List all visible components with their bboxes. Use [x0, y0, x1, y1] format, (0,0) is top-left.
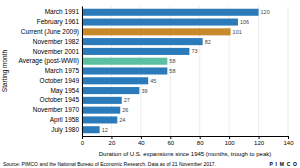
bar [82, 116, 117, 123]
data-label: 58 [169, 68, 175, 74]
data-label: 39 [141, 88, 147, 94]
y-axis: July 1980 April 1958 November 1970 October … [18, 7, 82, 137]
x-tick-label: 20 [109, 140, 116, 146]
x-tick-label: 140 [283, 140, 294, 146]
grid-line [82, 6, 83, 136]
data-label: 12 [102, 127, 108, 133]
x-tick: 40 [138, 136, 145, 146]
x-tick: 0 [81, 136, 85, 146]
x-tick-label: 0 [81, 140, 85, 146]
y-tick: November 1982 [33, 38, 82, 45]
x-tick: 140 [283, 136, 294, 146]
bar [82, 87, 139, 94]
plot-area: 12 24 26 27 3945 58 58 73 82 101 106 120 0 20 40 60 80 10… [18, 6, 294, 146]
x-tick-label: 100 [225, 140, 236, 146]
bar [82, 97, 122, 104]
bar [82, 67, 167, 74]
y-tick-label: October 1949 [40, 77, 80, 84]
y-tick-label: November 2001 [33, 48, 80, 55]
y-tick-label: February 1961 [37, 18, 80, 26]
bar [82, 107, 120, 114]
bar [82, 126, 100, 133]
data-label: 120 [261, 9, 270, 15]
x-axis-title: Duration of U.S. expansions since 1945 (… [99, 151, 271, 157]
y-tick: October 1945 [40, 96, 82, 103]
data-label: 24 [119, 117, 125, 123]
x-tick: 100 [225, 136, 236, 146]
grid [82, 6, 288, 136]
y-axis-title: Starting month [1, 49, 9, 92]
chart-container: 12 24 26 27 3945 58 58 73 82 101 106 120 0 20 40 60 80 10… [0, 0, 300, 168]
x-tick-mark [141, 136, 142, 139]
x-tick: 80 [197, 136, 204, 146]
y-tick: April 1958 [50, 116, 82, 124]
annotation: Source: PIMCO and the National Bureau of… [3, 161, 216, 167]
x-axis-line [83, 137, 289, 140]
chart-svg: 12 24 26 27 3945 58 58 73 82 101 106 120 0 20 40 60 80 10… [0, 0, 300, 168]
x-axis: 0 20 40 60 80 100 120 140 [81, 136, 294, 146]
x-tick-mark [111, 136, 112, 139]
y-tick-label: Average (post-WWII) [18, 57, 79, 65]
y-tick: Average (post-WWII) [18, 57, 82, 65]
y-tick-label: May 1954 [50, 87, 79, 95]
y-tick-label: April 1958 [50, 116, 80, 124]
x-tick-mark [200, 136, 201, 139]
y-tick: February 1961 [37, 18, 82, 26]
y-tick: March 1975 [45, 67, 82, 74]
bars [82, 9, 259, 134]
bar [82, 38, 203, 45]
data-label: 26 [122, 107, 128, 113]
y-tick-label: Current (June 2009) [21, 28, 79, 36]
data-label: 27 [124, 97, 130, 103]
data-labels: 12 24 26 27 3945 58 58 73 82 101 106 120 [102, 9, 270, 132]
y-tick: November 2001 [33, 48, 82, 55]
data-label: 58 [169, 58, 175, 64]
bar [82, 77, 148, 84]
data-label: 45 [150, 78, 156, 84]
x-tick-label: 80 [197, 140, 204, 146]
bar [82, 9, 259, 16]
y-tick: July 1980 [51, 126, 82, 134]
x-tick-label: 40 [138, 140, 145, 146]
y-tick: May 1954 [50, 87, 82, 95]
bar [82, 28, 231, 35]
data-label: 106 [240, 19, 249, 25]
x-tick: 20 [109, 136, 116, 146]
x-tick-mark [288, 136, 289, 139]
data-label: 82 [205, 39, 211, 45]
x-tick-mark [229, 136, 230, 139]
y-tick-label: March 1975 [45, 67, 80, 74]
bar [82, 48, 189, 55]
x-tick-label: 60 [167, 140, 174, 146]
grid-line [258, 6, 259, 136]
annotation: P I M C O [270, 161, 298, 167]
y-tick: November 1970 [33, 106, 82, 113]
y-tick-label: October 1945 [40, 96, 80, 103]
data-label: 101 [233, 29, 242, 35]
x-tick-mark [170, 136, 171, 139]
y-tick: Current (June 2009) [21, 28, 82, 36]
y-tick-label: November 1982 [33, 38, 80, 45]
y-tick: March 1991 [45, 8, 82, 15]
grid-line [288, 6, 289, 136]
data-label: 73 [191, 48, 197, 54]
x-tick: 120 [254, 136, 265, 146]
y-axis-line [82, 7, 83, 137]
x-tick: 60 [167, 136, 174, 146]
bar [82, 58, 167, 65]
y-tick: October 1949 [40, 77, 82, 84]
x-tick-mark [259, 136, 260, 139]
y-tick-label: July 1980 [51, 126, 79, 134]
bar [82, 19, 238, 26]
x-tick-label: 120 [254, 140, 265, 146]
y-tick-label: November 1970 [33, 106, 80, 113]
y-tick-label: March 1991 [45, 8, 80, 15]
